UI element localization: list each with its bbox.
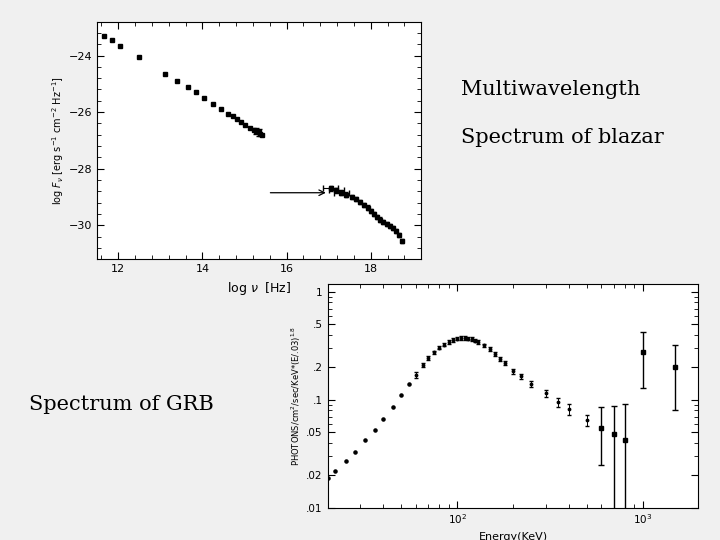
Y-axis label: log $F_\nu$ [erg s$^{-1}$ cm$^{-2}$ Hz$^{-1}$]: log $F_\nu$ [erg s$^{-1}$ cm$^{-2}$ Hz$^…	[50, 76, 66, 205]
X-axis label: log $\nu$  [Hz]: log $\nu$ [Hz]	[227, 280, 292, 296]
X-axis label: Energy(KeV): Energy(KeV)	[478, 532, 548, 540]
Text: Spectrum of GRB: Spectrum of GRB	[29, 395, 214, 415]
Text: Multiwavelength: Multiwavelength	[461, 79, 640, 99]
Text: Spectrum of blazar: Spectrum of blazar	[461, 128, 664, 147]
Y-axis label: PHOTONS/cm$^2$/sec/KeV*(E/.03)$^{1.8}$: PHOTONS/cm$^2$/sec/KeV*(E/.03)$^{1.8}$	[290, 326, 303, 465]
